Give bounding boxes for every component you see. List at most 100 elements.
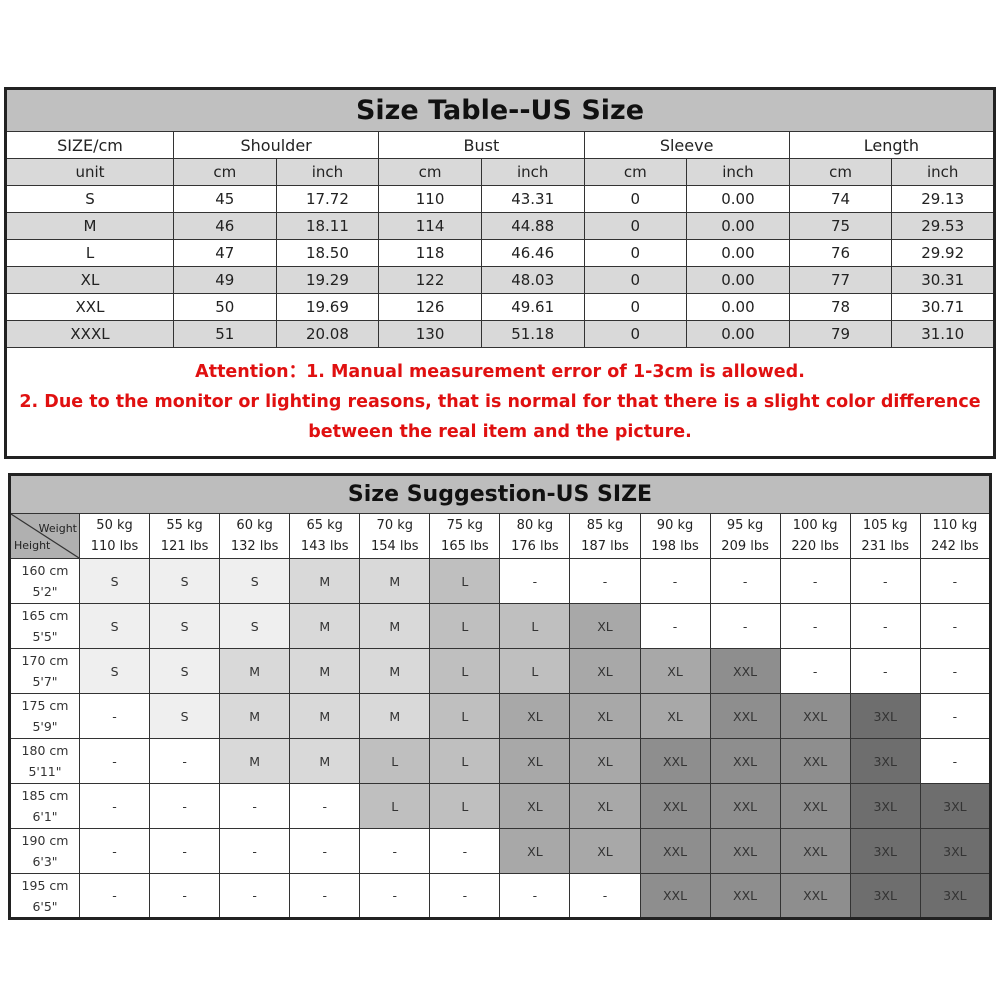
measurement-cell: 126 <box>378 293 482 321</box>
height-ft: 5'7" <box>32 674 58 689</box>
size-cell: XXL <box>709 873 781 919</box>
attention-note: Attention：1. Manual measurement error of… <box>5 347 995 458</box>
unit-header: inch <box>891 158 995 186</box>
size-cell: XL <box>569 828 641 874</box>
measurement-cell: 79 <box>788 320 893 348</box>
size-cell: - <box>709 558 781 604</box>
size-cell: XL <box>569 603 641 649</box>
measurement-cell: 130 <box>378 320 482 348</box>
size-label: M <box>5 212 174 240</box>
weight-kg: 105 kg <box>862 518 908 533</box>
unit-header: inch <box>686 158 790 186</box>
height-ft: 6'5" <box>32 898 58 914</box>
height-header: 175 cm 5'9" <box>9 693 80 739</box>
size-cell: M <box>219 648 291 694</box>
weight-lbs: 198 lbs <box>651 539 699 554</box>
measurement-cell: 0.00 <box>686 320 790 348</box>
size-cell: - <box>149 783 221 829</box>
measurement-cell: 44.88 <box>480 212 585 240</box>
weight-header: 100 kg 220 lbs <box>779 513 851 559</box>
measurement-cell: 0.00 <box>686 266 790 294</box>
measurement-cell: 0.00 <box>686 293 790 321</box>
weight-kg: 70 kg <box>376 518 414 533</box>
height-header: 165 cm 5'5" <box>9 603 80 649</box>
unit-header: inch <box>275 158 380 186</box>
weight-header: 60 kg 132 lbs <box>219 513 291 559</box>
size-label: XXL <box>5 293 174 321</box>
diagonal-divider <box>11 514 79 558</box>
weight-lbs: 242 lbs <box>931 539 979 554</box>
height-cm: 170 cm <box>21 653 69 668</box>
weight-kg: 55 kg <box>166 518 203 533</box>
size-cell: - <box>78 738 151 784</box>
table-row: 190 cm 6'3" - - - - - - XL XL XXL XXL XXL 3XL 3XL <box>9 828 992 874</box>
height-cm: 195 cm <box>21 877 69 893</box>
size-table: Size Table--US Size SIZE/cm Shoulder Bust S… <box>4 87 996 459</box>
size-cell: - <box>709 603 781 649</box>
measurement-cell: 122 <box>378 266 482 294</box>
column-header: Sleeve <box>583 131 790 159</box>
weight-header: 75 kg 165 lbs <box>429 513 501 559</box>
weight-kg: 95 kg <box>726 518 764 533</box>
measurement-cell: 51 <box>173 320 277 348</box>
weight-kg: 80 kg <box>516 518 554 533</box>
height-cm: 185 cm <box>21 788 69 803</box>
table-row: 170 cm 5'7" S S M M M L L XL XL XXL - - - <box>9 648 992 694</box>
size-cell: XXL <box>639 738 711 784</box>
measurement-cell: 0 <box>583 293 688 321</box>
height-ft: 5'2" <box>32 584 58 599</box>
measurement-cell: 118 <box>378 239 482 267</box>
size-cell: XXL <box>639 873 711 919</box>
size-cell: - <box>919 693 992 739</box>
measurement-cell: 29.53 <box>891 212 995 240</box>
weight-lbs: 187 lbs <box>581 539 629 554</box>
weight-header: 95 kg 209 lbs <box>709 513 781 559</box>
size-cell: - <box>78 693 151 739</box>
weight-header: 90 kg 198 lbs <box>639 513 711 559</box>
measurement-cell: 19.69 <box>275 293 380 321</box>
measurement-cell: 0 <box>583 212 688 240</box>
size-cell: - <box>779 558 851 604</box>
measurement-cell: 49 <box>173 266 277 294</box>
height-cm: 165 cm <box>21 608 69 623</box>
size-cell: - <box>149 873 221 919</box>
unit-header: cm <box>378 158 482 186</box>
size-cell: - <box>78 873 151 919</box>
size-cell: XXL <box>709 693 781 739</box>
weight-header: 70 kg 154 lbs <box>359 513 431 559</box>
weight-header: 85 kg 187 lbs <box>569 513 641 559</box>
size-cell: L <box>429 783 501 829</box>
size-cell: - <box>779 648 851 694</box>
size-cell: - <box>639 558 711 604</box>
height-header: 185 cm 6'1" <box>9 783 80 829</box>
size-cell: S <box>78 558 151 604</box>
weight-kg: 65 kg <box>306 518 343 533</box>
measurement-cell: 0 <box>583 239 688 267</box>
size-cell: - <box>149 828 221 874</box>
size-cell: - <box>569 873 641 919</box>
unit-header: cm <box>173 158 277 186</box>
size-cell: L <box>429 738 501 784</box>
height-header: 190 cm 6'3" <box>9 828 80 874</box>
table-row: 185 cm 6'1" - - - - L L XL XL XXL XXL XXL 3XL 3XL <box>9 783 992 829</box>
unit-header: cm <box>788 158 893 186</box>
height-header: 180 cm 5'11" <box>9 738 80 784</box>
table-row: XXL 50 19.69 126 49.61 0 0.00 78 30.71 <box>5 293 995 321</box>
measurement-cell: 29.92 <box>891 239 995 267</box>
size-cell: - <box>78 783 151 829</box>
size-cell: 3XL <box>919 783 992 829</box>
measurement-cell: 0.00 <box>686 185 790 213</box>
size-suggestion-title: Size Suggestion-US SIZE <box>9 474 991 514</box>
column-header: Length <box>788 131 996 159</box>
weight-lbs: 209 lbs <box>721 539 769 554</box>
size-cell: L <box>499 648 571 694</box>
weight-header: 55 kg 121 lbs <box>149 513 221 559</box>
size-cell: - <box>849 558 921 604</box>
height-cm: 180 cm <box>21 743 69 758</box>
weight-lbs: 121 lbs <box>160 539 209 554</box>
weight-label: Weight <box>38 522 77 535</box>
measurement-cell: 45 <box>173 185 277 213</box>
measurement-cell: 110 <box>378 185 482 213</box>
measurement-cell: 47 <box>173 239 277 267</box>
size-cell: S <box>149 693 221 739</box>
